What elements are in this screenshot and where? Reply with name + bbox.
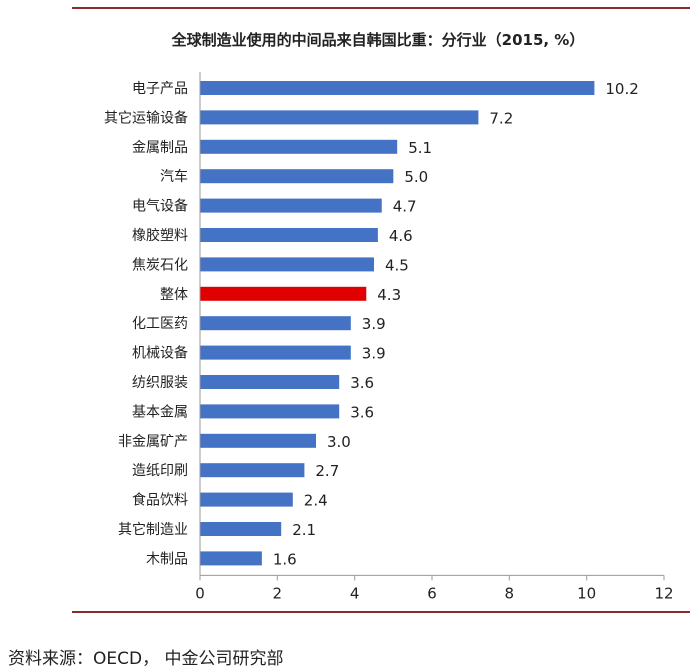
x-tick-label: 6 <box>427 584 437 602</box>
bar <box>200 198 382 213</box>
data-label: 4.5 <box>385 256 409 274</box>
bar <box>200 375 340 389</box>
data-label: 3.9 <box>362 345 386 363</box>
bar-highlight <box>200 286 367 301</box>
x-tick-label: 2 <box>273 584 283 602</box>
x-tick-label: 12 <box>654 584 673 602</box>
data-label: 2.1 <box>292 521 316 539</box>
category-label: 整体 <box>160 287 188 303</box>
data-label: 10.2 <box>605 80 638 98</box>
bar <box>200 345 351 360</box>
data-label: 4.7 <box>393 198 417 216</box>
category-label: 机械设备 <box>132 345 188 362</box>
bar <box>200 404 340 419</box>
category-label: 木制品 <box>146 551 188 567</box>
category-label: 橡胶塑料 <box>132 227 188 244</box>
x-tick-label: 0 <box>195 584 205 602</box>
data-label: 4.3 <box>377 286 401 304</box>
bar <box>200 492 293 507</box>
x-tick-label: 10 <box>577 584 596 602</box>
category-label: 金属制品 <box>132 140 188 156</box>
bar <box>200 463 305 478</box>
category-label: 化工医药 <box>132 316 188 332</box>
bar <box>200 110 479 125</box>
category-label: 电子产品 <box>132 81 188 97</box>
data-label: 3.0 <box>327 433 351 451</box>
bar <box>200 551 262 566</box>
bar <box>200 522 282 536</box>
bar-chart: 全球制造业使用的中间品来自韩国比重：分行业（2015, %） 电子产品 10.2 其… <box>72 7 690 613</box>
bar <box>200 257 374 272</box>
data-label: 4.6 <box>389 227 413 245</box>
category-label: 食品饮料 <box>132 492 188 509</box>
bar <box>200 169 394 184</box>
data-label: 3.9 <box>362 315 386 333</box>
data-label: 5.1 <box>408 139 432 157</box>
data-label: 1.6 <box>273 550 297 568</box>
bar <box>200 433 316 448</box>
category-label: 其它运输设备 <box>104 109 188 126</box>
data-label: 2.7 <box>315 462 339 480</box>
data-label: 7.2 <box>489 109 513 127</box>
x-tick-label: 4 <box>350 584 360 602</box>
chart-title: 全球制造业使用的中间品来自韩国比重：分行业（2015, %） <box>171 31 585 49</box>
bar <box>200 81 595 95</box>
category-label: 纺织服装 <box>132 375 188 391</box>
category-label: 非金属矿产 <box>118 434 188 450</box>
data-label: 5.0 <box>404 168 428 186</box>
category-label: 电气设备 <box>132 198 188 215</box>
x-tick-label: 8 <box>505 584 515 602</box>
data-label: 2.4 <box>304 492 328 510</box>
category-label: 焦炭石化 <box>132 257 188 273</box>
category-label: 其它制造业 <box>118 521 188 538</box>
data-label: 3.6 <box>350 374 374 392</box>
bar <box>200 316 351 331</box>
category-label: 汽车 <box>160 168 188 185</box>
bar <box>200 139 398 154</box>
category-label: 造纸印刷 <box>132 463 188 479</box>
source-note: 资料来源：OECD， 中金公司研究部 <box>8 649 284 669</box>
data-label: 3.6 <box>350 403 374 421</box>
category-label: 基本金属 <box>132 403 188 420</box>
bar <box>200 228 378 242</box>
